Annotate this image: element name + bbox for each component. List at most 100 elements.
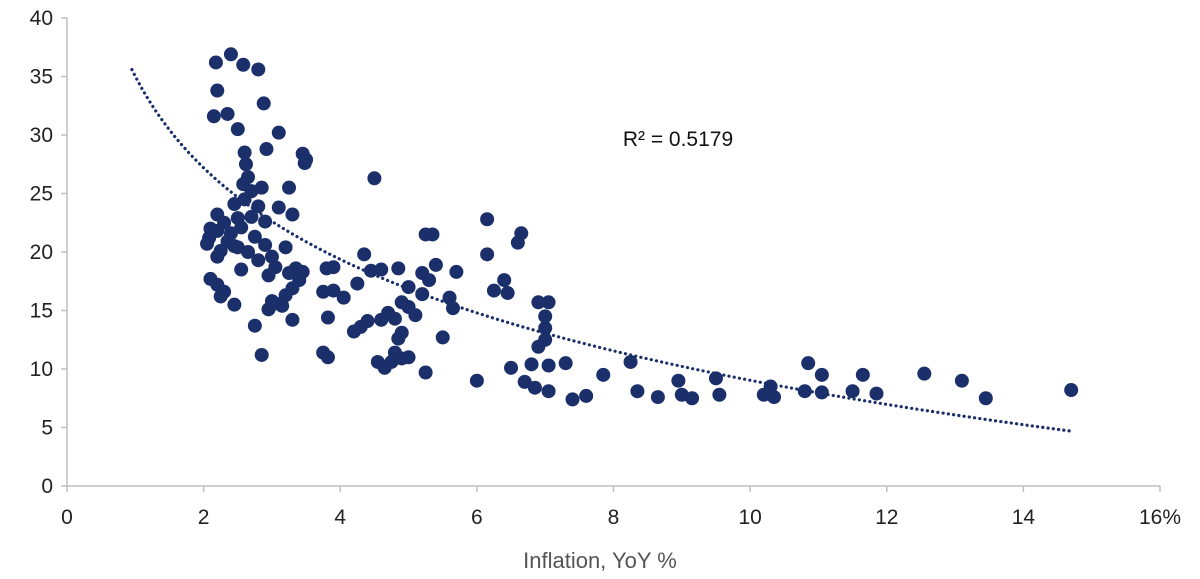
scatter-point <box>278 240 293 255</box>
scatter-point <box>401 280 416 295</box>
scatter-point <box>363 263 378 278</box>
scatter-point <box>954 373 969 388</box>
y-tick-label: 30 <box>30 124 53 147</box>
scatter-point <box>254 347 269 362</box>
x-tick-label: 2 <box>198 506 210 529</box>
scatter-point <box>387 311 402 326</box>
scatter-point <box>285 312 300 327</box>
scatter-point <box>541 295 556 310</box>
scatter-point <box>623 354 638 369</box>
scatter-point <box>527 380 542 395</box>
scatter-point <box>241 245 256 259</box>
scatter-point <box>558 356 573 371</box>
scatter-point <box>486 283 501 298</box>
scatter-point <box>712 387 727 402</box>
scatter-point <box>236 57 251 72</box>
scatter-point <box>917 366 932 381</box>
scatter-point <box>449 264 464 279</box>
scatter-point <box>855 367 870 382</box>
x-tick-label: 8 <box>608 506 620 529</box>
scatter-point <box>978 391 993 406</box>
scatter-point <box>480 212 495 227</box>
scatter-point <box>367 171 382 186</box>
y-tick-label: 20 <box>30 241 53 264</box>
scatter-point <box>227 239 242 254</box>
y-tick-label: 15 <box>30 300 53 323</box>
scatter-point <box>630 384 645 399</box>
scatter-point <box>268 296 283 311</box>
y-tick-label: 40 <box>30 7 53 30</box>
scatter-point <box>210 223 225 238</box>
r-squared-annotation: R² = 0.5179 <box>623 128 733 151</box>
scatter-point <box>230 122 245 137</box>
x-tick-label: 16% <box>1139 506 1181 529</box>
scatter-point <box>797 384 812 399</box>
scatter-point <box>223 47 238 62</box>
scatter-point <box>524 357 539 372</box>
scatter-point <box>480 247 495 262</box>
scatter-point <box>538 321 553 336</box>
scatter-point <box>497 273 512 288</box>
scatter-point <box>767 390 782 405</box>
scatter-point <box>435 330 450 345</box>
scatter-point <box>227 297 242 312</box>
scatter-point <box>415 287 430 302</box>
scatter-point <box>514 226 529 241</box>
scatter-point <box>336 290 351 305</box>
scatter-point <box>504 360 519 375</box>
scatter-point <box>320 350 335 365</box>
scatter-point <box>650 390 665 405</box>
scatter-point <box>210 249 225 264</box>
scatter-point <box>814 385 829 400</box>
x-tick-label: 14 <box>1012 506 1036 529</box>
scatter-point <box>422 273 437 288</box>
scatter-point <box>579 388 594 403</box>
scatter-point <box>500 285 515 300</box>
scatter-point <box>271 200 286 215</box>
scatter-point <box>538 332 553 347</box>
scatter-point <box>469 373 484 388</box>
scatter-point <box>350 276 365 291</box>
scatter-point <box>425 227 440 242</box>
scatter-point <box>596 367 611 382</box>
scatter-point <box>264 249 279 264</box>
scatter-point <box>708 371 723 386</box>
scatter-point <box>261 268 276 283</box>
scatter-point <box>237 145 252 160</box>
scatter-point <box>394 325 409 340</box>
y-tick-label: 5 <box>41 417 53 440</box>
scatter-point <box>671 373 686 388</box>
scatter-point <box>299 152 314 167</box>
y-tick-label: 25 <box>30 183 53 206</box>
scatter-point <box>531 295 546 310</box>
scatter-point <box>251 199 266 214</box>
scatter-point <box>247 229 262 244</box>
scatter-point <box>391 261 406 276</box>
scatter-point <box>259 142 274 157</box>
scatter-point <box>213 289 228 304</box>
scatter-point <box>845 384 860 399</box>
scatter-point <box>258 237 273 252</box>
scatter-point <box>282 180 297 195</box>
scatter-point <box>254 180 269 195</box>
scatter-point <box>208 55 223 70</box>
scatter-point <box>401 350 416 365</box>
x-tick-label: 12 <box>875 506 898 529</box>
y-tick-label: 35 <box>30 66 53 89</box>
scatter-point <box>517 374 532 389</box>
scatter-point <box>278 288 293 303</box>
scatter-point <box>357 247 372 262</box>
scatter-point <box>801 356 816 371</box>
scatter-point <box>200 236 215 251</box>
scatter-point <box>541 358 556 373</box>
scatter-point <box>445 301 460 316</box>
scatter-point <box>541 384 556 399</box>
x-tick-label: 10 <box>738 506 761 529</box>
scatter-point <box>538 309 553 324</box>
scatter-point <box>244 209 259 224</box>
scatter-point <box>256 96 271 111</box>
scatter-point <box>234 262 249 277</box>
scatter-point <box>869 386 884 401</box>
scatter-point <box>220 106 235 121</box>
trendline-path <box>130 68 1073 433</box>
